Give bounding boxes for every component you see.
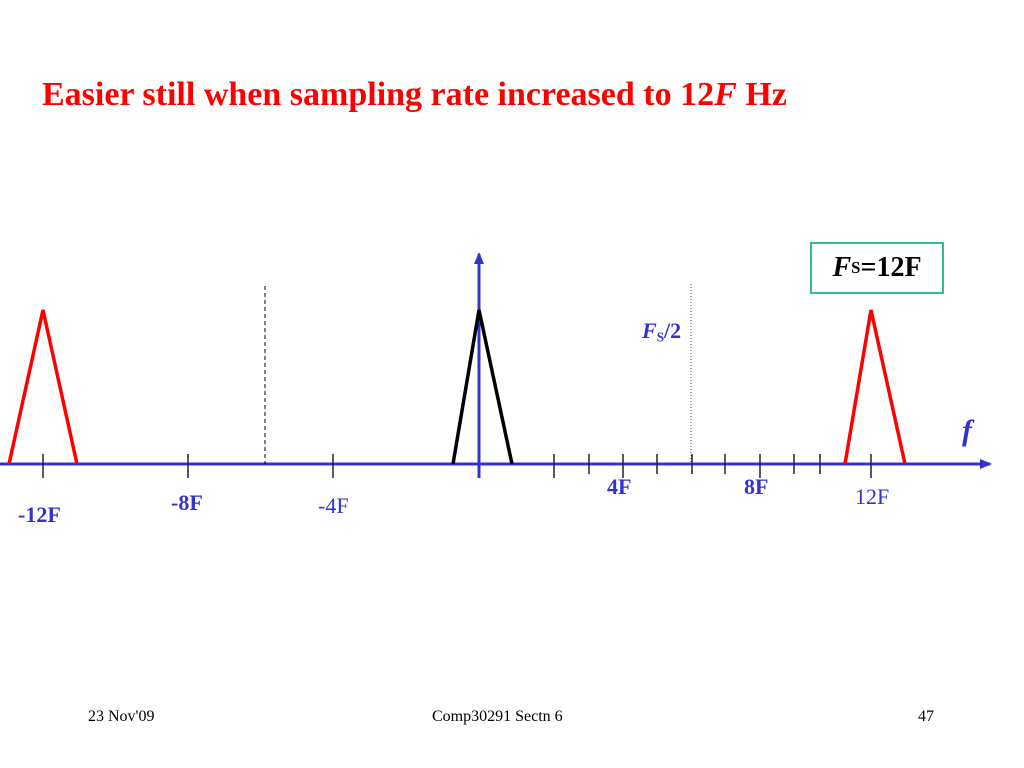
axis-ticks (42, 454, 872, 478)
tick-label-pos8: 8F (744, 474, 769, 499)
footer-page-number: 47 (918, 708, 934, 725)
slide-title: Easier still when sampling rate increase… (42, 76, 787, 113)
tick-label-neg12: -12F (18, 502, 61, 527)
footer-date: 23 Nov'09 (88, 708, 155, 725)
tick-label-neg4: -4F (318, 493, 349, 518)
footer-course: Comp30291 Sectn 6 (432, 708, 563, 725)
frequency-axis-label: f (962, 414, 972, 447)
tick-label-neg8: -8F (171, 490, 203, 515)
spectrum-image-pos12 (843, 309, 907, 465)
spectrum-image-neg12 (7, 309, 79, 465)
sampling-rate-box: F S =12F (810, 242, 944, 294)
tick-label-pos4: 4F (607, 474, 632, 499)
nyquist-label: FS/2 (642, 318, 682, 345)
tick-label-pos12: 12F (855, 484, 890, 509)
spectrum-baseband (451, 309, 514, 465)
